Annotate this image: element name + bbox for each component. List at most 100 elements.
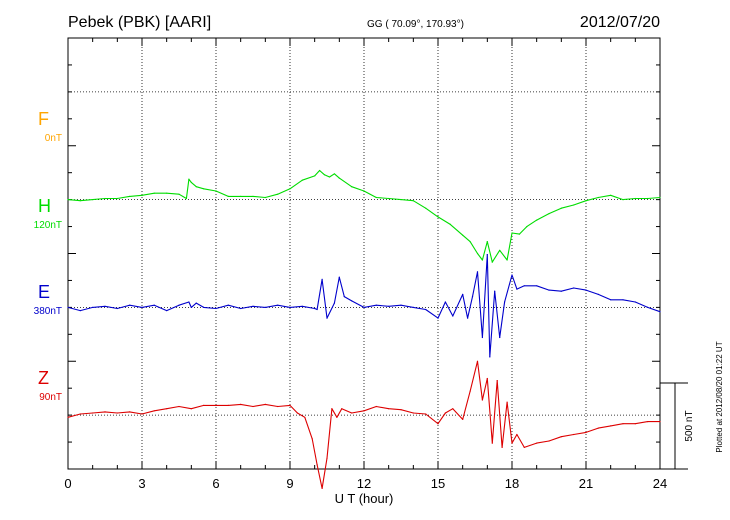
series-point-h	[511, 232, 513, 234]
series-point-e	[166, 310, 168, 312]
series-point-h	[425, 207, 427, 209]
series-point-e	[471, 296, 474, 298]
component-label-h: H	[38, 196, 51, 216]
series-point-z	[501, 446, 503, 448]
series-point-e	[116, 307, 118, 310]
component-label-f: F	[38, 109, 49, 129]
series-point-h	[178, 193, 180, 195]
series-point-h	[526, 226, 528, 228]
series-point-z	[321, 487, 323, 489]
series-point-e	[321, 278, 323, 280]
series-point-h	[338, 177, 340, 179]
series-point-h	[203, 188, 205, 190]
series-point-e	[573, 287, 575, 289]
series-point-e	[326, 317, 328, 319]
series-point-z	[92, 412, 94, 414]
series-point-h	[518, 233, 521, 235]
series-point-z	[304, 416, 306, 418]
series-point-e	[516, 288, 518, 290]
series-point-z	[129, 411, 131, 413]
series-point-h	[449, 223, 451, 225]
series-point-e	[351, 300, 353, 302]
series-point-e	[277, 304, 279, 306]
series-point-z	[116, 412, 118, 414]
series-point-e	[67, 306, 69, 308]
series-point-e	[536, 285, 538, 287]
series-point-z	[548, 440, 550, 442]
station-title: Pebek (PBK) [AARI]	[68, 14, 211, 31]
series-point-h	[462, 234, 464, 236]
series-point-z	[296, 412, 298, 414]
series-point-h	[499, 249, 501, 251]
component-label-z: Z	[38, 368, 49, 388]
series-point-h	[67, 199, 69, 201]
series-point-e	[481, 336, 483, 339]
series-point-z	[444, 412, 446, 414]
series-point-e	[203, 306, 205, 308]
series-point-e	[412, 306, 414, 308]
series-point-h	[333, 173, 335, 175]
series-point-e	[388, 305, 390, 307]
series-lines	[67, 169, 661, 489]
series-point-z	[634, 423, 636, 425]
series-point-h	[141, 194, 143, 196]
series-point-e	[141, 306, 143, 308]
series-point-h	[536, 219, 538, 221]
series-point-z	[264, 403, 266, 405]
series-point-h	[388, 197, 390, 200]
series-point-z	[331, 408, 333, 410]
series-point-e	[188, 301, 190, 303]
series-point-e	[597, 293, 599, 295]
series-point-e	[190, 306, 192, 308]
series-point-z	[400, 409, 402, 411]
series-point-h	[215, 190, 217, 192]
series-point-z	[496, 380, 498, 382]
plotted-note: Plotted at 2012/08/20 01:22 UT	[715, 341, 724, 452]
series-point-z	[486, 377, 488, 380]
x-tick-label-12: 12	[357, 476, 371, 491]
x-tick-label-6: 6	[212, 476, 219, 491]
series-point-h	[469, 241, 471, 243]
series-point-z	[476, 360, 479, 362]
series-point-e	[338, 276, 340, 278]
offset-label-h: 120nT	[34, 220, 62, 231]
series-point-h	[486, 241, 488, 243]
series-point-e	[129, 304, 131, 306]
series-point-z	[511, 442, 513, 444]
series-point-h	[301, 179, 303, 181]
series-point-z	[469, 390, 471, 392]
axis-ticks: 0 3 6 9 12 15 18 21 24	[64, 37, 667, 491]
series-point-h	[264, 196, 266, 199]
series-point-z	[215, 404, 217, 406]
series-point-z	[388, 408, 390, 410]
series-point-e	[489, 356, 491, 358]
series-point-z	[375, 405, 377, 408]
series-point-z	[79, 413, 81, 415]
x-tick-label-9: 9	[286, 476, 293, 491]
series-point-h	[622, 199, 624, 201]
series-point-e	[467, 317, 469, 319]
series-point-e	[363, 306, 365, 308]
series-point-h	[92, 199, 94, 201]
series-point-e	[504, 301, 506, 303]
series-point-h	[129, 195, 131, 197]
series-point-e	[659, 311, 661, 313]
series-point-e	[444, 301, 446, 303]
series-point-h	[185, 197, 187, 200]
series-point-e	[400, 304, 402, 306]
series-point-z	[516, 433, 518, 436]
offset-label-f: 0nT	[45, 133, 62, 144]
series-point-e	[462, 293, 464, 295]
series-point-z	[506, 401, 508, 403]
series-point-z	[203, 404, 205, 406]
series-point-h	[412, 200, 414, 202]
series-point-e	[333, 302, 335, 304]
series-point-e	[425, 308, 427, 311]
series-point-z	[227, 404, 229, 406]
series-point-e	[585, 289, 587, 291]
series-point-h	[240, 195, 242, 197]
series-point-e	[289, 306, 291, 308]
series-point-z	[351, 412, 353, 414]
scale-bar	[660, 382, 688, 470]
x-tick-label-18: 18	[505, 476, 519, 491]
